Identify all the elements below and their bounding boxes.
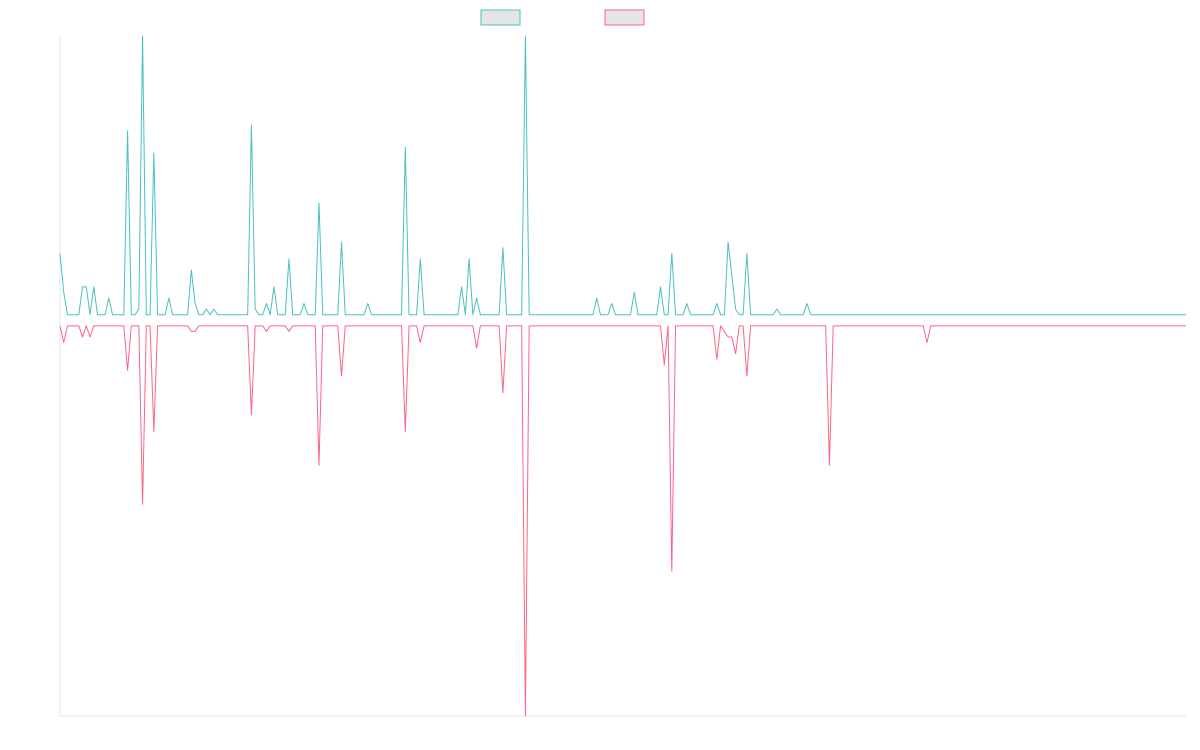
legend-swatch-1: [480, 9, 521, 26]
legend: [480, 9, 645, 26]
series-line-2: [59, 325, 1186, 717]
series-line-1: [59, 35, 1186, 316]
axes: [59, 36, 1186, 717]
plot-area: [59, 35, 1186, 717]
legend-swatch-2: [604, 9, 645, 26]
